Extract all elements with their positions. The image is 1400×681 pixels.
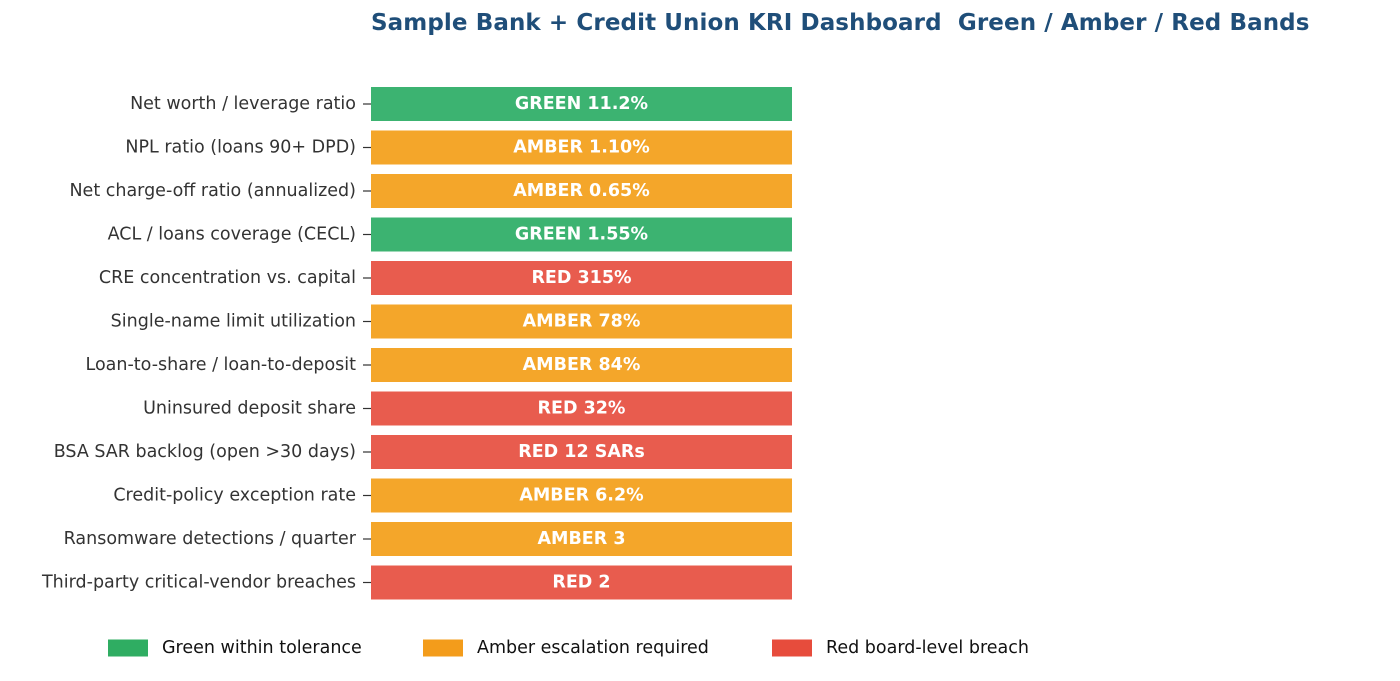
bar-row: BSA SAR backlog (open >30 days) RED 12 SA…: [54, 435, 792, 469]
bar: [371, 261, 792, 295]
bar: [371, 87, 792, 121]
bar: [371, 565, 792, 600]
category-label: CRE concentration vs. capital: [99, 268, 356, 288]
legend-label: Red board-level breach: [826, 638, 1029, 658]
bar-row: Third-party critical-vendor breaches RED …: [41, 565, 792, 600]
bar-value-label: RED 2: [552, 573, 610, 593]
bar: [371, 391, 792, 426]
bar-row: Ransomware detections / quarter AMBER 3: [64, 522, 792, 556]
bar-value-label: AMBER 6.2%: [519, 486, 643, 506]
legend-label: Green within tolerance: [162, 638, 362, 658]
category-label: Loan-to-share / loan-to-deposit: [86, 355, 357, 375]
category-label: Credit-policy exception rate: [113, 486, 356, 506]
bar: [371, 304, 792, 339]
bar-value-label: GREEN 1.55%: [515, 225, 648, 245]
category-label: Ransomware detections / quarter: [64, 529, 357, 549]
bar-value-label: AMBER 0.65%: [513, 181, 650, 201]
category-label: Single-name limit utilization: [111, 312, 356, 332]
bar-row: NPL ratio (loans 90+ DPD) AMBER 1.10%: [125, 130, 792, 165]
bar-row: ACL / loans coverage (CECL) GREEN 1.55%: [108, 217, 792, 252]
bar: [371, 522, 792, 556]
legend-swatch: [423, 639, 463, 657]
bar-row: Single-name limit utilization AMBER 78%: [111, 304, 792, 339]
bar: [371, 217, 792, 252]
bar-row: Net worth / leverage ratio GREEN 11.2%: [130, 87, 792, 121]
bar-value-label: AMBER 1.10%: [513, 138, 650, 158]
category-label: NPL ratio (loans 90+ DPD): [125, 138, 356, 158]
legend-swatch: [772, 639, 812, 657]
bar-row: Net charge-off ratio (annualized) AMBER 0…: [69, 174, 792, 208]
legend-swatch: [108, 639, 148, 657]
legend-item: Amber escalation required: [423, 638, 709, 658]
bar-value-label: AMBER 3: [538, 529, 626, 549]
bar-row: Credit-policy exception rate AMBER 6.2%: [113, 478, 792, 513]
bar: [371, 348, 792, 382]
bar: [371, 478, 792, 513]
bar-value-label: AMBER 78%: [523, 312, 641, 332]
category-label: Uninsured deposit share: [143, 399, 356, 419]
bar-value-label: AMBER 84%: [523, 355, 641, 375]
category-label: Net worth / leverage ratio: [130, 94, 356, 114]
category-label: ACL / loans coverage (CECL): [108, 225, 356, 245]
bar-value-label: RED 12 SARs: [518, 442, 645, 462]
legend-item: Red board-level breach: [772, 638, 1029, 658]
legend-item: Green within tolerance: [108, 638, 362, 658]
bar: [371, 174, 792, 208]
category-label: BSA SAR backlog (open >30 days): [54, 442, 356, 462]
chart-title: Sample Bank + Credit Union KRI Dashboard…: [371, 10, 1310, 36]
legend-label: Amber escalation required: [477, 638, 709, 658]
bar: [371, 435, 792, 469]
bar-value-label: GREEN 11.2%: [515, 94, 648, 114]
bar-value-label: RED 315%: [531, 268, 631, 288]
category-label: Net charge-off ratio (annualized): [69, 181, 356, 201]
bar-row: Loan-to-share / loan-to-deposit AMBER 84%: [86, 348, 792, 382]
category-label: Third-party critical-vendor breaches: [41, 573, 356, 593]
bar: [371, 130, 792, 165]
bar-value-label: RED 32%: [538, 399, 626, 419]
bar-row: CRE concentration vs. capital RED 315%: [99, 261, 792, 295]
bar-row: Uninsured deposit share RED 32%: [143, 391, 792, 426]
